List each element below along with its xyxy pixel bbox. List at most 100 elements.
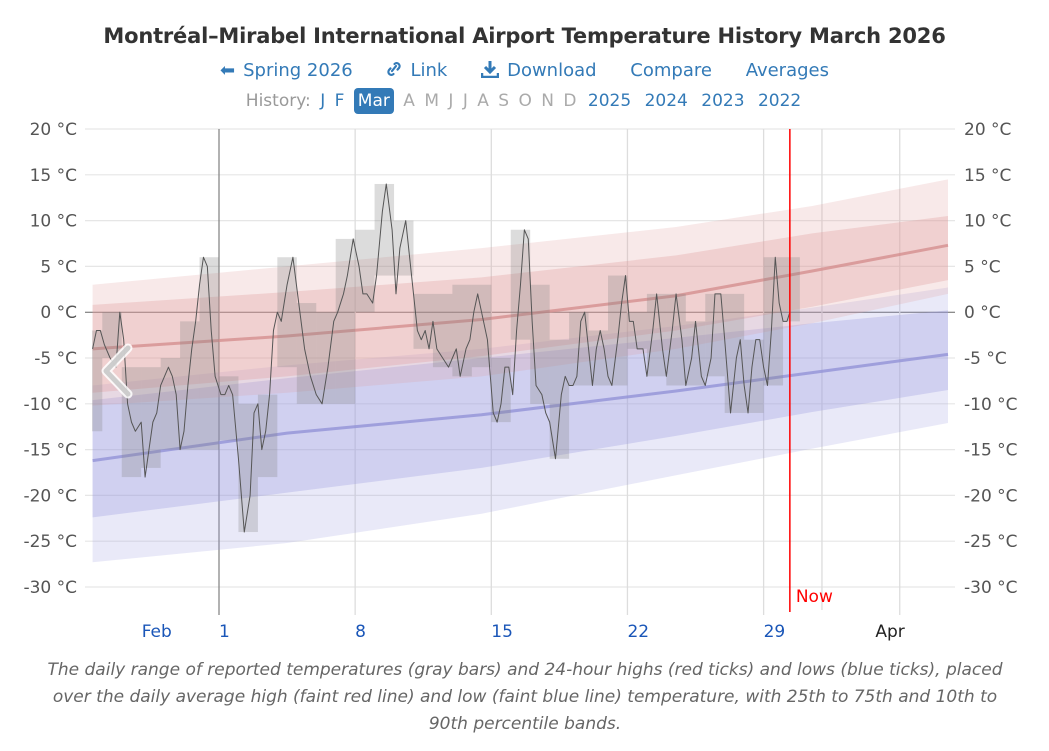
daily-range-bar (199, 257, 219, 450)
y-tick-label-right: -5 °C (964, 349, 1007, 369)
daily-range-bar (355, 229, 375, 313)
daily-range-bar (335, 238, 356, 404)
x-tick-label: 29 (764, 622, 786, 642)
y-tick-label-right: -10 °C (964, 395, 1018, 415)
daily-range-bar (685, 321, 706, 386)
month-jun: J (448, 91, 454, 111)
y-tick-label-left: 0 °C (40, 303, 77, 323)
month-mar-active[interactable]: Mar (353, 88, 394, 114)
compare-link[interactable]: Compare (630, 60, 712, 81)
avg-low-line (92, 352, 949, 463)
year-2025[interactable]: 2025 (587, 91, 632, 111)
daily-range-bar (783, 257, 800, 322)
temperature-chart: Now 20 °C15 °C10 °C5 °C0 °C-5 °C-10 °C-1… (23, 120, 1018, 642)
daily-range-bar (92, 330, 103, 432)
y-tick-label-right: -30 °C (964, 578, 1018, 598)
daily-range-bar (432, 293, 453, 368)
daily-range-bar (724, 293, 745, 413)
y-tick-label-left: 10 °C (30, 212, 77, 232)
year-2024[interactable]: 2024 (644, 91, 688, 111)
x-tick-label: 1 (219, 622, 230, 642)
daily-range-bar (296, 303, 317, 404)
link-icon (386, 60, 402, 81)
history-nav: History: J F Mar A M J J A S O N D 2025 … (0, 88, 1049, 114)
averages-link[interactable]: Averages (745, 60, 829, 81)
high-25-75-band (92, 216, 948, 393)
daily-range-bar (744, 339, 764, 413)
y-tick-label-left: -25 °C (23, 532, 77, 552)
x-tick-label: 22 (627, 622, 649, 642)
spring-2026-label: Spring 2026 (243, 60, 353, 81)
now-label: Now (796, 587, 833, 607)
daily-range-bar (277, 257, 297, 368)
previous-arrow-button[interactable] (101, 343, 133, 399)
year-2022[interactable]: 2022 (757, 91, 802, 111)
daily-range-bar (608, 275, 628, 386)
y-tick-label-right: 10 °C (964, 212, 1011, 232)
month-jan[interactable]: J (320, 91, 326, 111)
y-tick-label-left: -10 °C (23, 395, 77, 415)
chart-caption: The daily range of reported temperatures… (47, 660, 1003, 734)
daily-range-bar (219, 376, 239, 441)
month-jul: J (462, 91, 468, 111)
link-link[interactable]: Link (386, 60, 453, 81)
download-icon (480, 60, 500, 81)
daily-range-bar (646, 293, 667, 377)
nav-links: ⬅ Spring 2026 Link Download Compare Avera… (0, 60, 1049, 81)
x-tick-label: 15 (491, 622, 513, 642)
y-axis-left: 20 °C 15 °C 10 °C 5 °C 0 °C -5 °C -10 °C -15 °C… (23, 120, 77, 598)
y-axis-right: 20 °C 15 °C 10 °C 5 °C 0 °C -5 °C -10 °C -15 °C… (964, 120, 1018, 598)
x-tick-label: Feb (142, 622, 172, 642)
y-tick-label-left: 15 °C (30, 166, 77, 186)
daily-range-bar (452, 284, 472, 377)
daily-range-bar (257, 394, 278, 478)
y-tick-label-left: -20 °C (23, 486, 77, 506)
daily-range-bar (238, 403, 258, 533)
low-25-75-band (92, 310, 948, 518)
y-tick-label-right: 0 °C (964, 303, 1001, 323)
hourly-trace (92, 183, 791, 533)
daily-range-bar (549, 339, 570, 459)
month-feb[interactable]: F (334, 91, 345, 111)
month-sep: S (498, 91, 510, 111)
daily-range-bar (491, 358, 511, 423)
y-tick-label-right: -25 °C (964, 532, 1018, 552)
avg-high-line (92, 243, 949, 351)
y-gridlines (85, 128, 955, 588)
arrow-left-icon: ⬅ (220, 60, 236, 81)
x-tick-label: Apr (875, 622, 904, 642)
y-tick-label-left: -30 °C (23, 578, 77, 598)
month-dec: D (563, 91, 577, 111)
temperature-trace (92, 183, 791, 533)
year-2023[interactable]: 2023 (701, 91, 745, 111)
y-tick-label-left: 5 °C (40, 257, 77, 277)
daily-range-bar (471, 284, 492, 368)
month-aug: A (477, 91, 489, 111)
month-may: M (424, 91, 439, 111)
y-tick-label-right: -20 °C (964, 486, 1018, 506)
daily-range-bar (763, 257, 784, 386)
daily-range-bar (141, 367, 161, 468)
spring-2026-link[interactable]: ⬅ Spring 2026 (220, 60, 358, 81)
daily-range-bar (705, 293, 725, 377)
link-label: Link (410, 60, 448, 81)
daily-range-bar (180, 321, 200, 450)
y-tick-label-right: -15 °C (964, 441, 1018, 461)
daily-range-bar (160, 358, 181, 450)
y-tick-label-right: 15 °C (964, 166, 1011, 186)
y-tick-label-left: -15 °C (23, 441, 77, 461)
daily-range-bar (316, 312, 336, 404)
y-tick-label-right: 5 °C (964, 257, 1001, 277)
month-apr: A (403, 91, 415, 111)
y-tick-label-right: 20 °C (964, 120, 1011, 140)
download-link[interactable]: Download (480, 60, 602, 81)
now-marker: Now (789, 129, 833, 612)
page-title: Montréal–Mirabel International Airport T… (103, 24, 946, 48)
month-nov: N (541, 91, 555, 111)
x-tick-label: 8 (355, 622, 366, 642)
history-label: History: (245, 91, 311, 111)
daily-range-bar (413, 293, 433, 349)
x-axis: Feb 1 8 15 22 29 Apr (142, 622, 905, 642)
low-10-90-band (92, 287, 948, 563)
y-tick-label-left: 20 °C (30, 120, 77, 140)
